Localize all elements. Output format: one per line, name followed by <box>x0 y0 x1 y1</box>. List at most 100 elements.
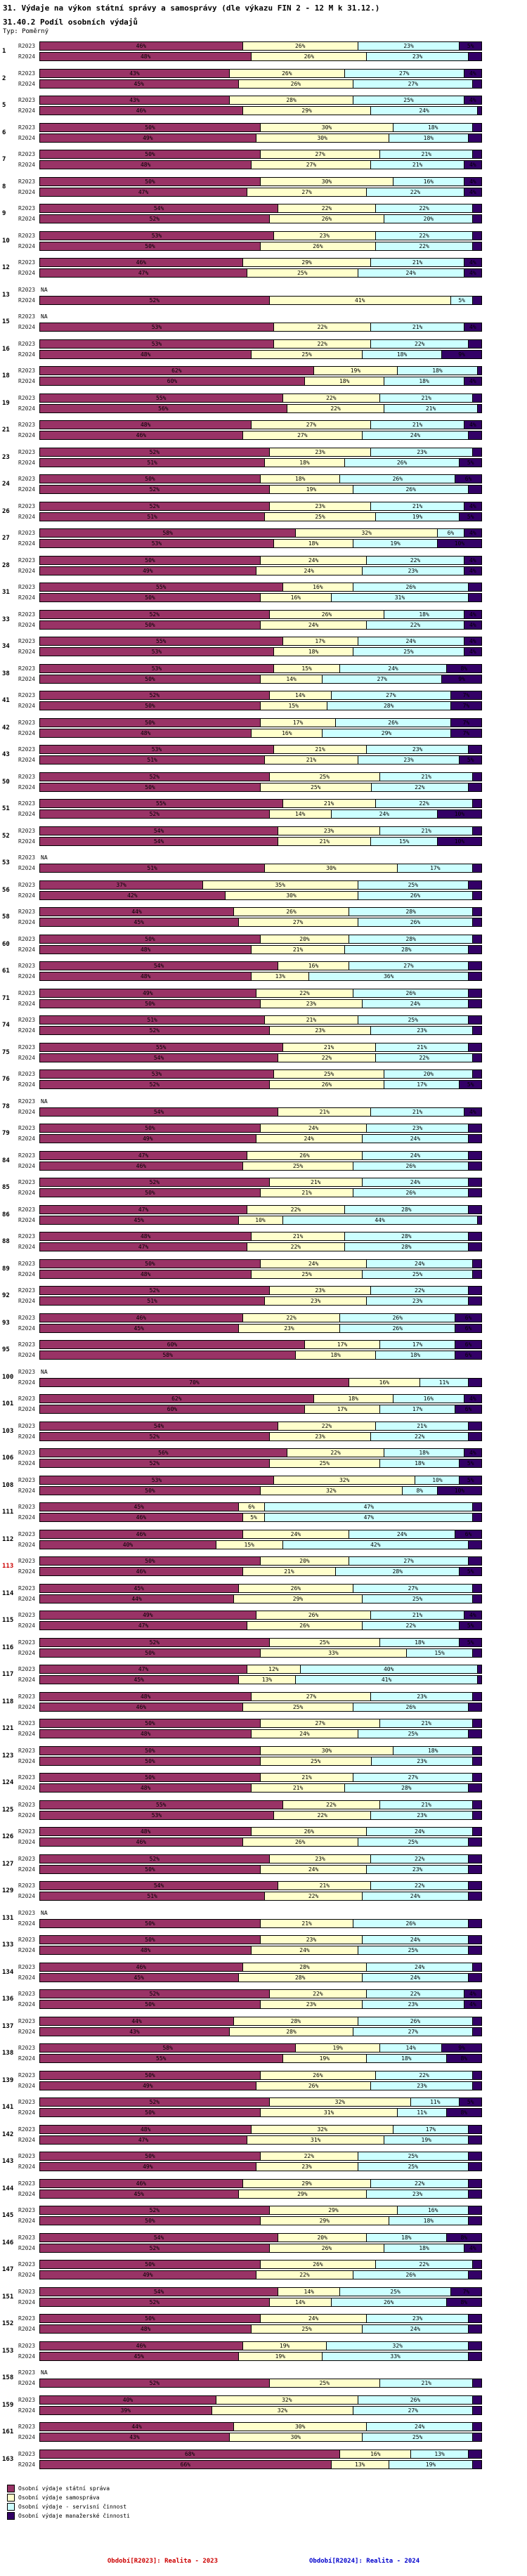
period-label: R2024 <box>18 188 36 195</box>
bar-segment-service: 24% <box>367 1827 474 1837</box>
bar-segment-managerial: 8% <box>446 2108 482 2118</box>
bar-row: R2024 48% 25% 24% <box>18 2324 527 2334</box>
group-rows: R2023 55% 17% 24% 4% R2024 53% 18% 25% 4% <box>18 633 527 661</box>
bar-segment-state-admin: 52% <box>39 2206 270 2216</box>
period-label: R2024 <box>18 2244 36 2251</box>
bar-row: R2023 52% 26% 18% 4% <box>18 609 527 619</box>
bar-segment-self-gov: 23% <box>269 1431 372 1441</box>
bar-segment-self-gov: 23% <box>269 1854 372 1863</box>
bar-segment-state-admin: 40% <box>39 2395 216 2405</box>
bar-segment-state-admin: 46% <box>39 1529 243 1539</box>
bar-segment-service: 26% <box>353 988 469 998</box>
bar-group: 58 R2023 44% 26% 28% R2024 45% 27% 26% <box>0 904 527 931</box>
period-label: R2023 <box>18 1396 36 1403</box>
bar-segment-self-gov: 27% <box>242 431 363 441</box>
stacked-bar: 60% 17% 17% 6% <box>39 1340 482 1350</box>
bar-segment-self-gov: 21% <box>278 1881 372 1891</box>
bar-segment-managerial <box>473 1269 482 1279</box>
bar-segment-managerial <box>469 1015 482 1025</box>
bar-segment-self-gov: 27% <box>261 1719 381 1729</box>
bar-segment-self-gov: 22% <box>265 1892 363 1901</box>
period-label: R2024 <box>18 1352 36 1359</box>
bar-segment-managerial: 8% <box>446 2232 482 2242</box>
period-2023-footnote: Období[R2023]: Realita - 2023 <box>107 2558 218 2565</box>
stacked-bar: 49% 24% 24% <box>39 1134 482 1144</box>
stacked-bar: 50% 17% 26% 7% <box>39 717 482 727</box>
bar-segment-state-admin: 45% <box>39 1323 239 1333</box>
bar-segment-state-admin: 50% <box>39 620 261 630</box>
bar-segment-state-admin: 47% <box>39 1204 248 1214</box>
bar-row: R2023 50% 26% 22% <box>18 2260 527 2270</box>
bar-row: R2024 43% 30% 25% <box>18 2433 527 2442</box>
bar-segment-managerial: 4% <box>464 420 482 430</box>
bar-segment-self-gov: 22% <box>273 1810 372 1820</box>
bar-segment-service: 8% <box>402 1485 438 1495</box>
bar-group: 5 R2023 43% 28% 25% 4% R2024 46% 29% 24% <box>0 92 527 119</box>
bar-segment-managerial <box>469 1935 482 1945</box>
bar-segment-managerial <box>469 1946 482 1956</box>
bar-segment-state-admin: 53% <box>39 663 274 673</box>
bar-segment-self-gov: 29% <box>242 2178 372 2188</box>
bar-segment-service: 22% <box>375 1053 474 1062</box>
bar-segment-service: 20% <box>384 1069 474 1079</box>
bar-segment-service: 22% <box>367 1989 464 1999</box>
bar-segment-managerial <box>473 230 482 240</box>
bar-segment-managerial <box>469 988 482 998</box>
period-label: R2023 <box>18 1585 36 1592</box>
bar-segment-state-admin: 50% <box>39 1935 261 1945</box>
bar-segment-managerial <box>469 2314 482 2324</box>
group-rows: R2023 54% 23% 21% R2024 54% 21% 15% 10% <box>18 823 527 850</box>
period-label: R2024 <box>18 1270 36 1277</box>
stacked-bar: 47% 22% 28% <box>39 1242 482 1252</box>
bar-segment-self-gov: 28% <box>234 2016 358 2026</box>
period-label: R2023 <box>18 611 36 618</box>
period-label: R2024 <box>18 1136 36 1143</box>
bar-segment-managerial <box>469 2189 482 2199</box>
bar-segment-managerial <box>473 1026 482 1036</box>
period-label: R2023 <box>18 313 36 320</box>
bar-segment-service: 21% <box>371 420 464 430</box>
bar-segment-self-gov: 21% <box>252 1783 345 1793</box>
bar-segment-managerial <box>473 295 482 305</box>
period-label: R2023 <box>18 2126 36 2133</box>
period-label: R2024 <box>18 53 36 60</box>
bar-segment-service: 25% <box>353 96 464 105</box>
group-rows: R2023 50% 30% 16% 4% R2024 47% 27% 22% 4% <box>18 174 527 201</box>
bar-segment-service: 27% <box>353 79 474 89</box>
bar-segment-managerial <box>469 1881 482 1891</box>
group-number: 112 <box>2 1535 14 1543</box>
period-label: R2023 <box>18 1639 36 1646</box>
stacked-bar: 48% 26% 24% <box>39 1827 482 1837</box>
bar-group: 129 R2023 54% 21% 22% R2024 51% 22% 24% <box>0 1878 527 1905</box>
group-rows: R2023 NA R2024 54% 21% 21% 4% <box>18 1093 527 1121</box>
period-label: R2024 <box>18 1785 36 1792</box>
group-rows: R2023 48% 27% 21% 4% R2024 46% 27% 24% <box>18 417 527 444</box>
group-number: 145 <box>2 2212 14 2220</box>
stacked-bar: 50% 25% 23% <box>39 1756 482 1766</box>
group-number: 24 <box>2 481 10 488</box>
bar-segment-self-gov: 26% <box>269 1080 385 1090</box>
bar-segment-state-admin: 46% <box>39 2341 243 2350</box>
period-label: R2024 <box>18 1487 36 1494</box>
stacked-bar: 53% 15% 24% 8% <box>39 663 482 673</box>
group-number: 142 <box>2 2131 14 2138</box>
bar-segment-self-gov: 29% <box>242 258 372 268</box>
bar-segment-self-gov: 30% <box>234 2422 367 2432</box>
bar-row: R2024 50% 24% 22% 4% <box>18 620 527 630</box>
period-label: R2024 <box>18 1703 36 1710</box>
legend: Osobní výdaje státní správa Osobní výdaje… <box>7 2484 527 2520</box>
bar-group: 31 R2023 55% 16% 26% R2024 50% 16% 31% <box>0 579 527 606</box>
bar-segment-state-admin: 44% <box>39 1594 235 1604</box>
bar-row: R2023 58% 32% 6% 4% <box>18 528 527 538</box>
bar-row: R2023 49% 26% 21% 4% <box>18 1611 527 1620</box>
stacked-bar: 49% 30% 18% <box>39 133 482 143</box>
period-label: R2024 <box>18 567 36 574</box>
group-number: 9 <box>2 210 6 218</box>
bar-segment-managerial <box>469 2124 482 2134</box>
bar-row: R2023 52% 25% 21% <box>18 772 527 781</box>
bar-segment-service: 23% <box>371 2081 474 2090</box>
bar-segment-managerial <box>469 1431 482 1441</box>
bar-row: R2024 52% 14% 26% 8% <box>18 2297 527 2307</box>
period-label: R2024 <box>18 1190 36 1197</box>
bar-segment-state-admin: 55% <box>39 1042 283 1052</box>
